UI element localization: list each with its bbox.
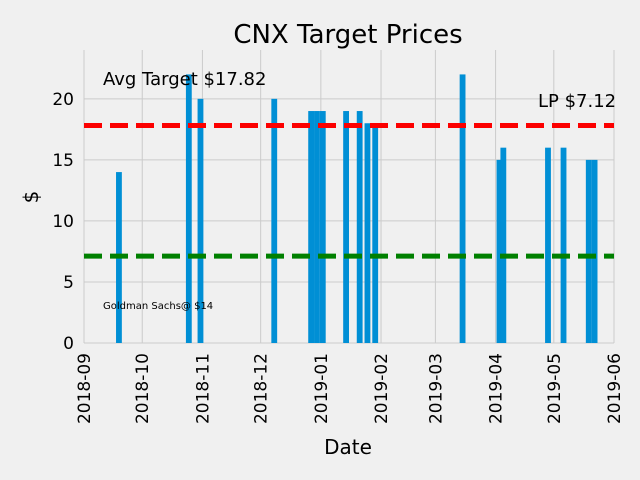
bar xyxy=(364,123,371,343)
x-axis-label: Date xyxy=(324,435,372,459)
reference-lines xyxy=(84,122,614,259)
bar xyxy=(372,123,379,343)
x-tick-label: 2019-04 xyxy=(487,353,507,424)
bar xyxy=(343,111,349,343)
bar xyxy=(591,159,598,344)
x-tick-label: 2019-06 xyxy=(605,353,625,424)
y-tick-label: 0 xyxy=(63,334,74,354)
bar xyxy=(585,159,592,344)
x-tick-label: 2019-01 xyxy=(312,353,332,424)
bar xyxy=(500,147,507,343)
y-tick-label: 5 xyxy=(63,273,74,293)
bar xyxy=(496,159,503,344)
bar xyxy=(459,74,466,344)
x-tick-label: 2019-02 xyxy=(372,353,392,424)
bar xyxy=(308,111,315,343)
bar xyxy=(197,98,204,343)
bar xyxy=(271,98,278,343)
y-tick-label: 10 xyxy=(52,212,74,232)
y-tick-labels: 0 5 10 15 20 xyxy=(52,90,74,354)
bar xyxy=(545,147,551,343)
y-axis-label: $ xyxy=(19,191,43,204)
x-tick-label: 2018-10 xyxy=(133,353,153,424)
bar xyxy=(560,147,567,343)
goldman-annotation: Goldman Sachs@ $14 xyxy=(103,301,213,312)
x-tick-label: 2018-12 xyxy=(252,353,272,424)
x-tick-label: 2019-03 xyxy=(426,353,446,424)
bars xyxy=(116,74,598,344)
bar xyxy=(319,111,326,343)
x-tick-labels: 2018-09 2018-10 2018-11 2018-12 2019-01 2019-… xyxy=(75,353,625,424)
chart-title: CNX Target Prices xyxy=(233,20,462,50)
lp-label: LP $7.12 xyxy=(538,91,616,112)
y-tick-label: 15 xyxy=(52,151,74,171)
x-tick-label: 2019-05 xyxy=(545,353,565,424)
avg-target-label: Avg Target $17.82 xyxy=(103,69,266,90)
x-tick-label: 2018-11 xyxy=(193,353,213,424)
bar xyxy=(185,74,192,344)
x-tick-label: 2018-09 xyxy=(75,353,95,424)
y-tick-label: 20 xyxy=(52,90,74,110)
bar xyxy=(356,111,363,343)
bar xyxy=(314,111,320,343)
